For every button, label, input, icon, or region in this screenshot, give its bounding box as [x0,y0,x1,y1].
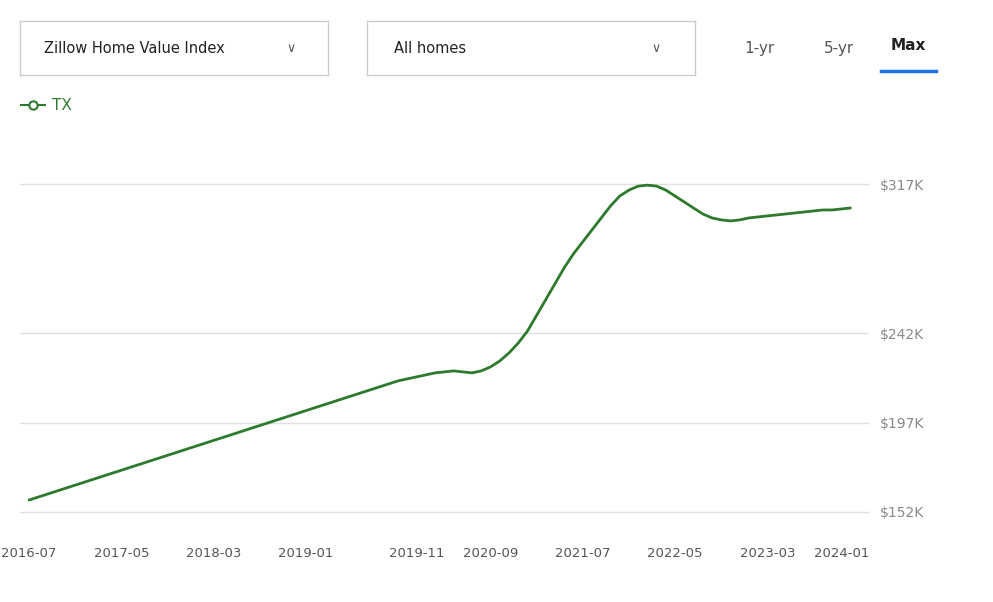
Text: All homes: All homes [393,41,466,55]
Text: Max: Max [891,38,926,53]
Text: ∨: ∨ [286,42,295,55]
Text: Zillow Home Value Index: Zillow Home Value Index [45,41,225,55]
Text: 5-yr: 5-yr [824,41,854,55]
Text: ∨: ∨ [651,42,660,55]
Text: 1-yr: 1-yr [745,41,775,55]
Text: TX: TX [52,98,71,113]
